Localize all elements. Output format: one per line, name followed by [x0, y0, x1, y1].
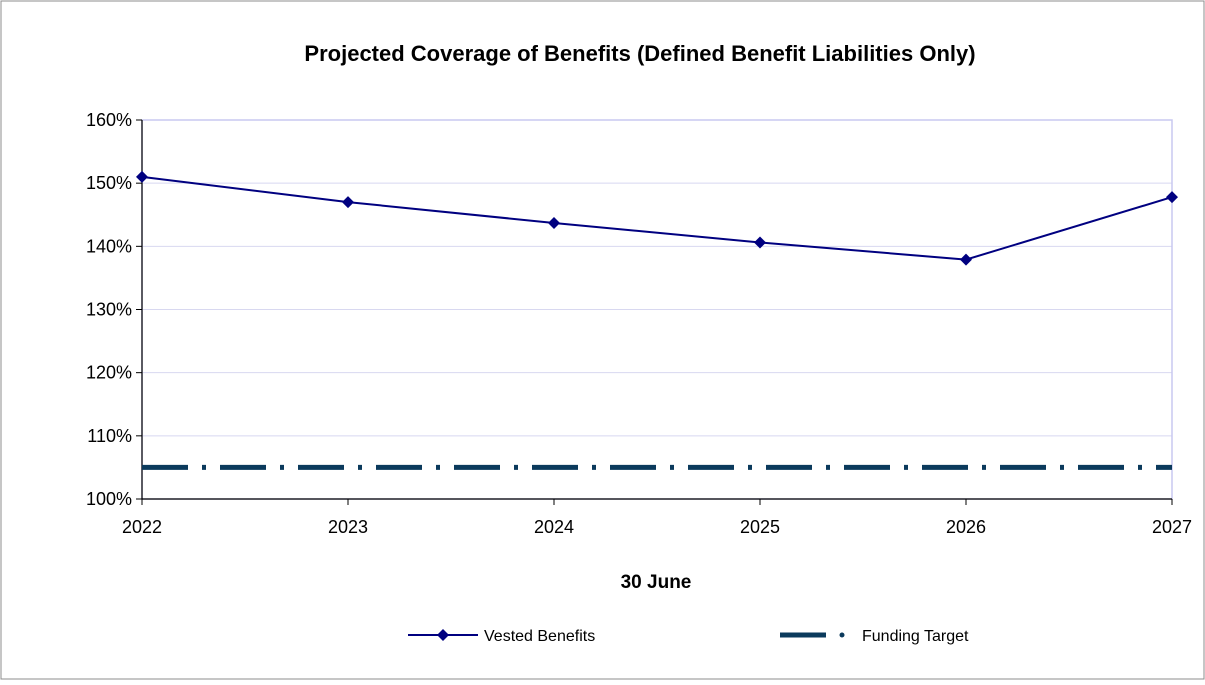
- data-point-vested-benefits-2026: [960, 253, 972, 266]
- axes: [136, 119, 1173, 505]
- data-point-vested-benefits-2025: [754, 236, 766, 249]
- x-tick-label-2: 2024: [534, 517, 574, 537]
- data-point-vested-benefits-2023: [342, 196, 354, 209]
- legend: Vested Benefits Funding Target: [408, 628, 969, 645]
- y-tick-label-6: 160%: [86, 110, 132, 130]
- series-line-vested-benefits: [141, 175, 1173, 261]
- data-point-vested-benefits-2024: [548, 216, 560, 229]
- legend-label-funding-target: Funding Target: [862, 628, 969, 645]
- y-tick-label-4: 140%: [86, 236, 132, 256]
- y-tick-label-2: 120%: [86, 363, 132, 383]
- legend-marker-vested-benefits: [437, 629, 449, 641]
- y-tick-label-3: 130%: [86, 300, 132, 320]
- x-tick-label-3: 2025: [740, 517, 780, 537]
- legend-marker-funding-target: [839, 632, 845, 638]
- y-tick-label-1: 110%: [87, 426, 132, 446]
- x-tick-label-5: 2027: [1152, 517, 1192, 537]
- x-axis-label: 30 June: [621, 572, 692, 593]
- legend-label-vested-benefits: Vested Benefits: [484, 628, 595, 645]
- x-tick-label-1: 2023: [328, 517, 368, 537]
- y-tick-label-0: 100%: [86, 489, 132, 509]
- chart-title: Projected Coverage of Benefits (Defined …: [304, 41, 975, 66]
- data-point-vested-benefits-2022: [136, 170, 148, 183]
- tick-labels: 100% 110% 120% 130% 140% 150% 160% 2022 2023 2024…: [86, 110, 1192, 537]
- series-layer: [136, 170, 1178, 470]
- data-point-vested-benefits-2027: [1166, 191, 1178, 204]
- x-tick-label-4: 2026: [946, 517, 986, 537]
- x-tick-label-0: 2022: [122, 517, 162, 537]
- grid-lines: [142, 182, 1172, 437]
- y-tick-label-5: 150%: [86, 173, 132, 193]
